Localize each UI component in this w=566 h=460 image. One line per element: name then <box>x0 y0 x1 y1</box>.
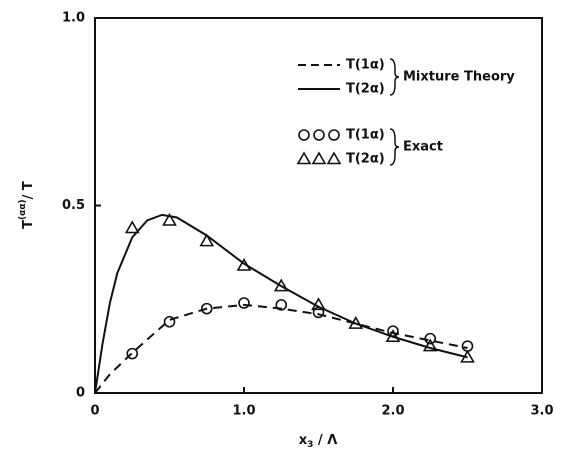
circle-marker <box>126 347 139 360</box>
y-axis-label: T(αα)/ T <box>18 181 36 229</box>
legend-swatch <box>298 129 310 141</box>
y-label-sup: (αα) <box>18 199 28 220</box>
circle-marker <box>200 302 213 315</box>
circle-marker <box>387 325 399 337</box>
circle-marker <box>461 340 474 352</box>
triangle-marker <box>385 329 401 343</box>
x-tick-label: 3.0 <box>530 404 553 419</box>
x-label-base: x <box>299 433 308 448</box>
legend-brace <box>389 128 400 166</box>
x-label-sub: 3 <box>307 440 313 450</box>
x-tick-label: 1.0 <box>232 404 255 419</box>
legend-brace <box>389 58 400 96</box>
x-label-rest: / Λ <box>313 433 337 448</box>
triangle-marker <box>422 338 438 352</box>
legend-label: T(2α) <box>346 152 385 167</box>
legend-swatch <box>328 129 340 141</box>
circle-marker <box>424 332 437 345</box>
y-label-rest: / T <box>21 181 36 199</box>
circle-marker <box>163 315 176 328</box>
legend-group-label: Mixture Theory <box>403 70 515 85</box>
legend-swatch <box>313 129 325 141</box>
y-label-base: T <box>21 220 36 229</box>
y-tick-label: 0.5 <box>62 198 85 213</box>
y-tick-label: 0 <box>76 386 85 401</box>
triangle-marker <box>460 349 475 363</box>
legend-group-label: Exact <box>403 140 443 155</box>
triangle-marker <box>348 316 364 329</box>
triangle-marker <box>199 233 215 247</box>
legend-swatch <box>311 151 327 165</box>
circle-marker <box>312 306 325 319</box>
triangle-marker <box>236 257 252 271</box>
legend-swatch <box>296 151 312 165</box>
curve <box>94 303 468 394</box>
legend-label: T(1α) <box>346 58 385 73</box>
legend-label: T(2α) <box>346 82 385 97</box>
circle-marker <box>238 297 250 309</box>
y-tick-label: 1.0 <box>62 11 85 26</box>
triangle-marker <box>162 212 177 226</box>
circle-marker <box>275 299 288 311</box>
triangle-marker <box>124 220 140 234</box>
curve <box>94 213 468 394</box>
x-tick-label: 0 <box>90 404 99 419</box>
triangle-marker <box>273 278 289 292</box>
x-tick-label: 2.0 <box>381 404 404 419</box>
triangle-marker <box>311 297 326 311</box>
legend-swatch <box>326 151 342 165</box>
legend-label: T(1α) <box>346 128 385 143</box>
x-axis-label: x3 / Λ <box>299 433 338 450</box>
